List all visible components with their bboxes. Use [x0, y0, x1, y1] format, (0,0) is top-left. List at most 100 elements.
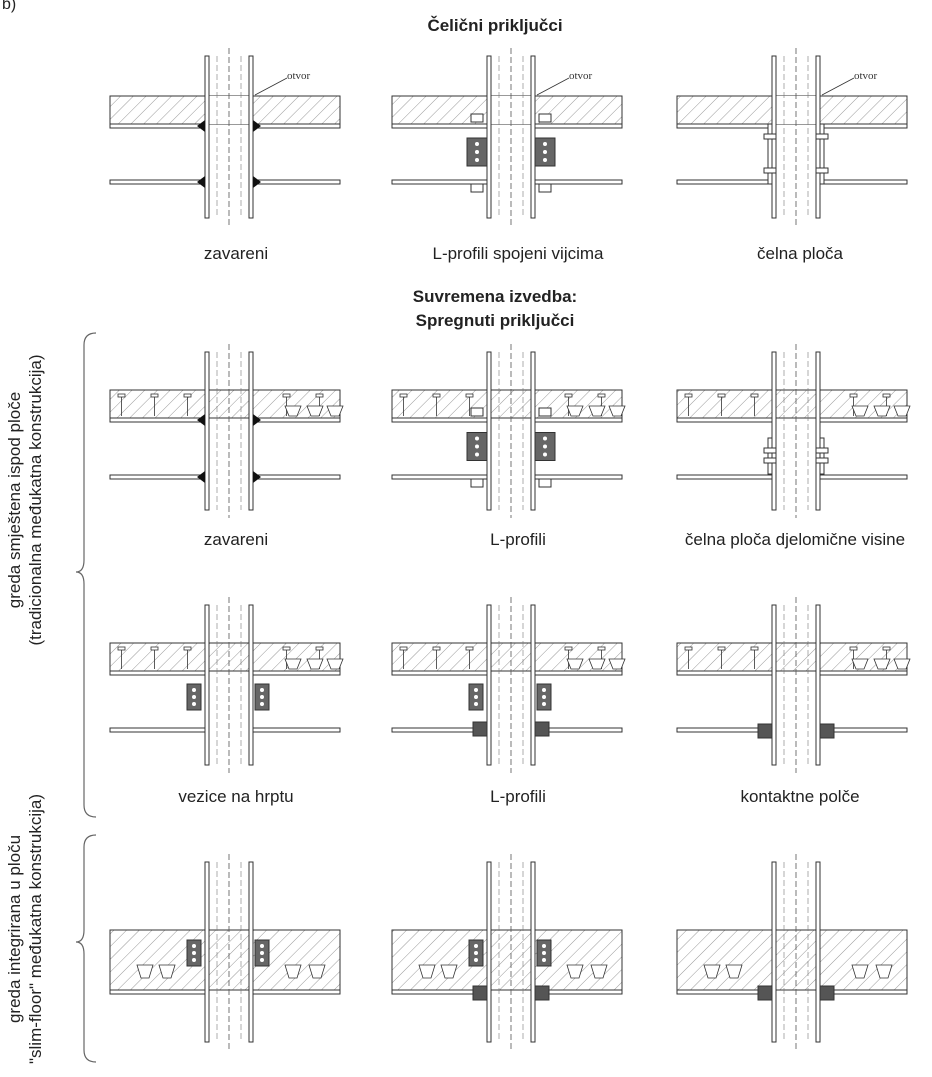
beam-bottom-flange [109, 727, 206, 733]
beam-bottom-flange [534, 179, 623, 185]
beam-bottom-flange [676, 474, 773, 480]
deck-rib [566, 405, 584, 417]
seat-cleat [534, 985, 550, 1001]
deck-rib [851, 964, 869, 979]
end-plate [819, 123, 825, 185]
beam-bottom-flange [819, 474, 908, 480]
beam-bottom-flange [676, 179, 773, 185]
seat-cleat [819, 723, 835, 739]
column-right-flange [815, 351, 821, 511]
bolt [542, 702, 546, 706]
caption-r3c2: L-profili [490, 787, 546, 806]
shear-stud [465, 646, 474, 651]
shear-stud [849, 393, 858, 398]
beam-bottom-flange [252, 474, 341, 480]
panel-row2-col3 [676, 344, 911, 518]
bolt [474, 944, 478, 948]
bolt [474, 702, 478, 706]
angle-top [538, 113, 552, 123]
column-left-flange [486, 351, 492, 511]
concrete-slab [109, 389, 341, 419]
panel-row4-col1 [109, 854, 341, 1050]
bolt [542, 688, 546, 692]
slab-opening [776, 96, 816, 124]
shear-stud [717, 393, 726, 398]
deck-rib [566, 964, 584, 979]
beam-top-flange [252, 670, 341, 676]
end-plate [767, 437, 773, 475]
beam-bottom-flange [252, 727, 341, 733]
beam-top-flange [109, 123, 206, 129]
deck-rib [608, 658, 626, 670]
end-plate-bolt [763, 457, 777, 464]
deck-rib [306, 658, 324, 670]
slim-floor-slab [391, 929, 623, 991]
seat-cleat [472, 721, 488, 737]
shear-stud [399, 646, 408, 651]
weld [197, 176, 205, 188]
hole-leader [821, 77, 855, 96]
panel-row1-col2: otvor [391, 48, 623, 226]
deck-rib [588, 658, 606, 670]
hole-leader [536, 77, 570, 96]
deck-rib [284, 658, 302, 670]
bolt [543, 150, 547, 154]
column-right-flange [530, 861, 536, 1043]
seat-cleat [757, 985, 773, 1001]
column-left-flange [771, 351, 777, 511]
deck-rib [418, 964, 436, 979]
column-left-flange [204, 351, 210, 511]
column-left-flange [771, 861, 777, 1043]
shear-stud [882, 646, 891, 651]
deck-rib [608, 405, 626, 417]
end-plate-bolt [815, 167, 829, 174]
deck-rib [873, 658, 891, 670]
bolt [542, 695, 546, 699]
column-right-flange [530, 604, 536, 766]
beam-bottom-flange [109, 474, 206, 480]
shear-stud [282, 646, 291, 651]
deck-rib [590, 964, 608, 979]
bolt [542, 951, 546, 955]
caption-r2c3: čelna ploča djelomične visine [684, 530, 906, 549]
deck-rib [875, 964, 893, 979]
bolt [474, 951, 478, 955]
beam-bottom-flange [252, 179, 341, 185]
column-right-flange [815, 604, 821, 766]
end-plate-bolt [763, 447, 777, 454]
panel-row1-col3: otvor [676, 48, 908, 226]
beam-top-flange [534, 670, 623, 676]
slim-floor-slab [109, 929, 341, 991]
weld [253, 414, 261, 426]
shear-stud [183, 646, 192, 651]
shear-stud [597, 646, 606, 651]
beam-top-flange [534, 123, 623, 129]
caption-r2c1: zavareni [203, 530, 269, 549]
shear-stud [150, 646, 159, 651]
beam-top-flange [252, 417, 341, 423]
deck-rib [851, 405, 869, 417]
end-plate-bolt [815, 133, 829, 140]
column-right-flange [248, 55, 254, 219]
bolt [260, 695, 264, 699]
bolt [192, 695, 196, 699]
shear-stud [183, 393, 192, 398]
shear-stud [564, 393, 573, 398]
shear-stud [750, 646, 759, 651]
deck-rib [308, 964, 326, 979]
bolt [543, 142, 547, 146]
angle-bottom [538, 183, 552, 193]
bolt [192, 688, 196, 692]
seat-cleat [757, 723, 773, 739]
beam-top-flange [109, 417, 206, 423]
beam-top-flange [676, 670, 773, 676]
shear-stud [684, 646, 693, 651]
beam-top-flange [676, 417, 773, 423]
column-right-flange [248, 861, 254, 1043]
shear-stud [315, 646, 324, 651]
bolt [475, 452, 479, 457]
deck-rib [703, 964, 721, 979]
weld [253, 471, 261, 483]
angle-bottom [470, 183, 484, 193]
